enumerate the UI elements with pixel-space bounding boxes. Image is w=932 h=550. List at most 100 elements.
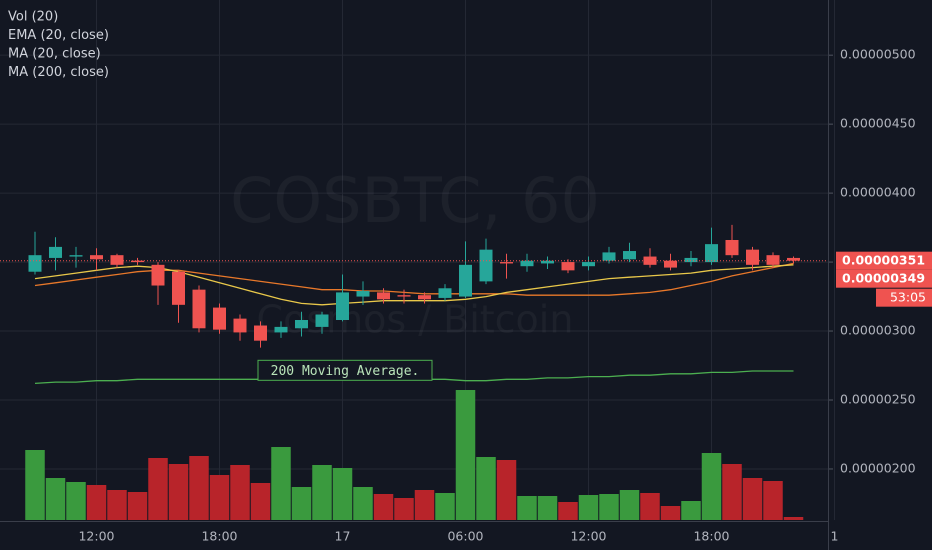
volume-bar <box>455 390 476 520</box>
legend-entry: EMA (20, close) <box>8 28 109 43</box>
annotation: 200 Moving Average. <box>271 364 420 379</box>
legend: Vol (20) EMA (20, close) MA (20, close) MA … <box>8 10 109 81</box>
volume-bar <box>476 457 496 520</box>
volume-bar <box>230 465 250 520</box>
candle-body <box>623 251 636 260</box>
candle-body <box>69 255 83 257</box>
candle-body <box>438 288 452 298</box>
last-price-label: 0.00000351 <box>842 253 925 268</box>
candle-body <box>418 295 431 300</box>
candle-body <box>172 271 185 305</box>
volume-bar <box>394 498 414 520</box>
volume-bar <box>25 450 45 520</box>
y-tick-label: 0.00000200 <box>840 460 916 475</box>
x-tick-label: 17 <box>335 529 351 544</box>
volume-bar <box>189 456 209 520</box>
x-tick-label: 18:00 <box>693 529 729 544</box>
candle-body <box>541 260 554 264</box>
candle-body <box>643 256 657 265</box>
candle-body <box>500 262 513 264</box>
volume-bar <box>373 494 394 520</box>
annotation-box <box>257 359 433 381</box>
x-tick-label: 1 <box>831 529 839 544</box>
y-tick-label: 0.00000450 <box>840 116 916 131</box>
watermark: COSBTC, 60 <box>230 164 600 237</box>
legend-entry: MA (200, close) <box>8 65 109 80</box>
y-tick-label: 0.00000300 <box>840 323 916 338</box>
candle-body <box>49 246 62 258</box>
volume-bar <box>558 502 578 520</box>
x-tick-label: 12:00 <box>570 529 606 544</box>
ma-price-label: 0.00000349 <box>842 271 925 286</box>
candle-body <box>459 264 472 297</box>
volume-bar <box>271 447 291 520</box>
candle-body <box>561 262 575 271</box>
volume-bar <box>619 490 640 520</box>
candle-body <box>110 255 124 265</box>
volume-bar <box>640 493 660 520</box>
candle-body <box>233 318 247 333</box>
candle-body <box>151 264 165 286</box>
candle-body <box>274 326 288 333</box>
volume-bar <box>127 492 148 520</box>
volume-bar <box>517 496 537 520</box>
plot-area: 200 Moving Average. <box>0 224 828 520</box>
volume-bar <box>250 483 271 520</box>
candle-body <box>28 255 42 272</box>
candle-body <box>705 244 718 263</box>
candle-body <box>192 289 206 329</box>
candle-body <box>336 292 349 320</box>
last-price-label-box <box>836 251 932 270</box>
volume-bar <box>86 485 107 520</box>
volume-bar <box>763 481 783 520</box>
candle-body <box>377 292 390 300</box>
x-tick-label: 18:00 <box>201 529 237 544</box>
candle-body <box>664 260 677 268</box>
candle-body <box>602 252 616 261</box>
volume-bar <box>783 517 804 520</box>
volume-bar <box>353 487 373 520</box>
legend-entry: MA (20, close) <box>8 47 101 62</box>
volume-bar <box>599 494 619 520</box>
volume-bar <box>291 487 312 520</box>
y-tick-label: 0.00000400 <box>840 185 916 200</box>
legend-entry: Vol (20) <box>8 10 58 25</box>
volume-bar <box>45 478 66 520</box>
candle-body <box>131 260 144 263</box>
candle-body <box>520 260 534 267</box>
volume-bar <box>435 493 455 520</box>
ma-price-label-box <box>836 269 932 288</box>
x-tick-label: 06:00 <box>447 529 483 544</box>
x-tick-label: 12:00 <box>78 529 114 544</box>
volume-bar <box>660 506 681 520</box>
candle-body <box>213 307 226 330</box>
candle-body <box>787 257 800 261</box>
volume-bar <box>496 460 517 520</box>
volume-bar <box>107 490 127 520</box>
watermark-subtitle: Cosmos / Bitcoin <box>257 298 574 342</box>
volume-bar <box>537 496 558 520</box>
volume-bar <box>578 495 599 520</box>
candle-body <box>397 295 411 297</box>
candle-body <box>356 291 370 297</box>
candle-body <box>479 249 493 282</box>
volume-bar <box>66 482 86 520</box>
candle-body <box>90 255 103 260</box>
candle-body <box>315 314 329 327</box>
candle-body <box>725 240 739 256</box>
y-tick-label: 0.00000500 <box>840 47 916 62</box>
volume-bar <box>332 468 353 520</box>
countdown-box <box>876 288 932 307</box>
volume-bar <box>209 475 230 520</box>
volume-bar <box>742 478 763 520</box>
volume-bar <box>148 458 168 520</box>
volume-bar <box>312 465 332 520</box>
candle-body <box>766 255 780 265</box>
volume-bar <box>681 501 701 520</box>
volume-bar <box>414 490 435 520</box>
candle-body <box>254 325 267 341</box>
volume-bar <box>168 464 189 520</box>
